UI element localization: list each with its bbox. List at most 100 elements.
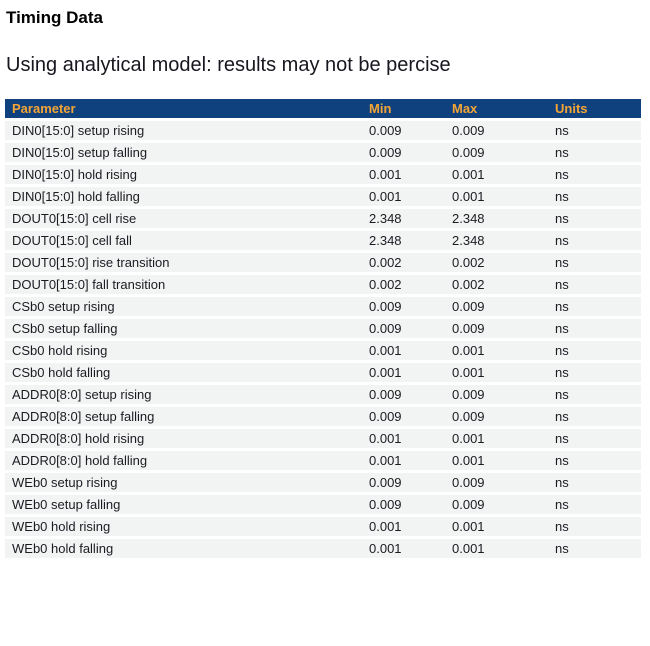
cell-min: 0.002 [362,275,445,297]
cell-max: 0.002 [445,253,548,275]
table-row: CSb0 setup rising 0.009 0.009 ns [5,297,641,319]
cell-min: 0.002 [362,253,445,275]
cell-max: 0.001 [445,187,548,209]
cell-min: 0.001 [362,341,445,363]
cell-min: 0.009 [362,121,445,143]
cell-min: 0.001 [362,363,445,385]
cell-param: DIN0[15:0] setup rising [5,121,362,143]
cell-units: ns [548,319,641,341]
cell-min: 0.001 [362,451,445,473]
cell-units: ns [548,363,641,385]
table-row: DIN0[15:0] hold rising 0.001 0.001 ns [5,165,641,187]
table-row: WEb0 setup rising 0.009 0.009 ns [5,473,641,495]
cell-param: CSb0 setup rising [5,297,362,319]
cell-param: WEb0 hold falling [5,539,362,561]
cell-min: 0.009 [362,407,445,429]
cell-min: 0.001 [362,429,445,451]
cell-max: 0.001 [445,341,548,363]
cell-max: 0.001 [445,363,548,385]
table-row: CSb0 hold falling 0.001 0.001 ns [5,363,641,385]
cell-param: ADDR0[8:0] setup falling [5,407,362,429]
cell-max: 0.001 [445,517,548,539]
cell-units: ns [548,143,641,165]
table-row: ADDR0[8:0] hold rising 0.001 0.001 ns [5,429,641,451]
table-row: WEb0 hold rising 0.001 0.001 ns [5,517,641,539]
cell-units: ns [548,473,641,495]
cell-min: 0.009 [362,385,445,407]
cell-min: 2.348 [362,231,445,253]
page-title: Timing Data [6,8,103,27]
cell-max: 0.001 [445,451,548,473]
cell-param: WEb0 setup falling [5,495,362,517]
cell-units: ns [548,275,641,297]
cell-max: 0.009 [445,407,548,429]
cell-param: WEb0 hold rising [5,517,362,539]
cell-units: ns [548,385,641,407]
table-row: CSb0 hold rising 0.001 0.001 ns [5,341,641,363]
cell-max: 0.002 [445,275,548,297]
table-row: WEb0 setup falling 0.009 0.009 ns [5,495,641,517]
column-header-max: Max [445,99,548,121]
cell-min: 0.001 [362,165,445,187]
cell-max: 0.009 [445,319,548,341]
cell-param: DOUT0[15:0] fall transition [5,275,362,297]
table-row: ADDR0[8:0] hold falling 0.001 0.001 ns [5,451,641,473]
timing-table: Parameter Min Max Units DIN0[15:0] setup… [5,99,641,561]
cell-param: WEb0 setup rising [5,473,362,495]
cell-max: 0.009 [445,473,548,495]
cell-param: CSb0 hold rising [5,341,362,363]
table-row: ADDR0[8:0] setup rising 0.009 0.009 ns [5,385,641,407]
table-row: DOUT0[15:0] fall transition 0.002 0.002 ns [5,275,641,297]
cell-param: DOUT0[15:0] cell fall [5,231,362,253]
cell-units: ns [548,539,641,561]
cell-param: CSb0 hold falling [5,363,362,385]
cell-param: DIN0[15:0] hold rising [5,165,362,187]
cell-min: 2.348 [362,209,445,231]
table-row: DIN0[15:0] hold falling 0.001 0.001 ns [5,187,641,209]
cell-max: 0.001 [445,165,548,187]
column-header-min: Min [362,99,445,121]
table-row: DOUT0[15:0] cell fall 2.348 2.348 ns [5,231,641,253]
cell-units: ns [548,165,641,187]
cell-max: 0.009 [445,121,548,143]
table-row: CSb0 setup falling 0.009 0.009 ns [5,319,641,341]
cell-units: ns [548,495,641,517]
cell-min: 0.009 [362,473,445,495]
table-row: DOUT0[15:0] rise transition 0.002 0.002 ns [5,253,641,275]
cell-param: ADDR0[8:0] hold rising [5,429,362,451]
cell-max: 0.009 [445,385,548,407]
cell-min: 0.001 [362,517,445,539]
table-row: DOUT0[15:0] cell rise 2.348 2.348 ns [5,209,641,231]
column-header-parameter: Parameter [5,99,362,121]
cell-units: ns [548,341,641,363]
cell-units: ns [548,297,641,319]
cell-units: ns [548,231,641,253]
cell-min: 0.001 [362,539,445,561]
cell-param: DOUT0[15:0] cell rise [5,209,362,231]
cell-min: 0.009 [362,143,445,165]
cell-units: ns [548,121,641,143]
cell-units: ns [548,451,641,473]
cell-units: ns [548,209,641,231]
cell-param: DIN0[15:0] setup falling [5,143,362,165]
cell-min: 0.009 [362,319,445,341]
cell-max: 0.001 [445,539,548,561]
cell-max: 2.348 [445,231,548,253]
timing-table-body: DIN0[15:0] setup rising 0.009 0.009 ns DIN0[… [5,121,641,561]
cell-param: ADDR0[8:0] setup rising [5,385,362,407]
cell-min: 0.001 [362,187,445,209]
cell-param: ADDR0[8:0] hold falling [5,451,362,473]
cell-units: ns [548,517,641,539]
cell-units: ns [548,407,641,429]
table-header-row: Parameter Min Max Units [5,99,641,121]
cell-param: DOUT0[15:0] rise transition [5,253,362,275]
cell-max: 2.348 [445,209,548,231]
column-header-units: Units [548,99,641,121]
cell-max: 0.009 [445,143,548,165]
table-row: ADDR0[8:0] setup falling 0.009 0.009 ns [5,407,641,429]
table-row: DIN0[15:0] setup rising 0.009 0.009 ns [5,121,641,143]
cell-units: ns [548,187,641,209]
cell-units: ns [548,429,641,451]
cell-max: 0.009 [445,297,548,319]
cell-param: DIN0[15:0] hold falling [5,187,362,209]
